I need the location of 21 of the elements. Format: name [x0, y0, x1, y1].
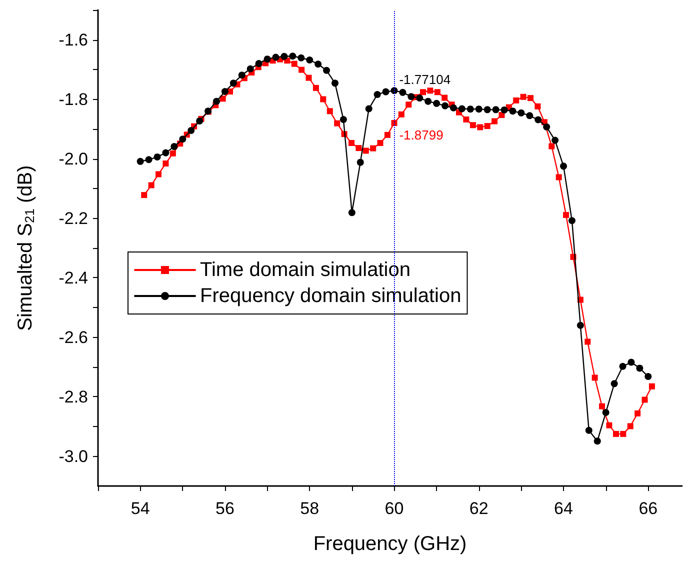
legend-label: Time domain simulation	[200, 259, 410, 281]
y-tick-label: -2.0	[58, 149, 88, 168]
x-tick-label: 54	[130, 499, 150, 518]
x-tick-label: 60	[384, 499, 404, 518]
annotation: -1.8799	[399, 128, 444, 143]
legend-label: Frequency domain simulation	[200, 285, 462, 307]
y-tick-label: -2.6	[58, 328, 88, 347]
y-tick-label: -1.8	[58, 90, 88, 109]
y-tick-label: -3.0	[58, 446, 88, 466]
y-axis-title: Simualted S21 (dB)	[14, 165, 37, 331]
y-tick-label: -2.8	[58, 387, 88, 406]
y-tick-label: -2.4	[58, 268, 88, 288]
x-tick-label: 62	[469, 499, 488, 518]
annotation: -1.77104	[399, 72, 451, 88]
x-tick-label: 64	[554, 499, 573, 518]
y-tick-label: -2.2	[58, 208, 88, 228]
x-axis-title: Frequency (GHz)	[313, 533, 467, 555]
x-tick-label: 66	[638, 499, 658, 518]
y-tick-label: -1.6	[58, 30, 88, 50]
x-tick-label: 56	[215, 499, 234, 518]
x-tick-label: 58	[300, 499, 320, 518]
